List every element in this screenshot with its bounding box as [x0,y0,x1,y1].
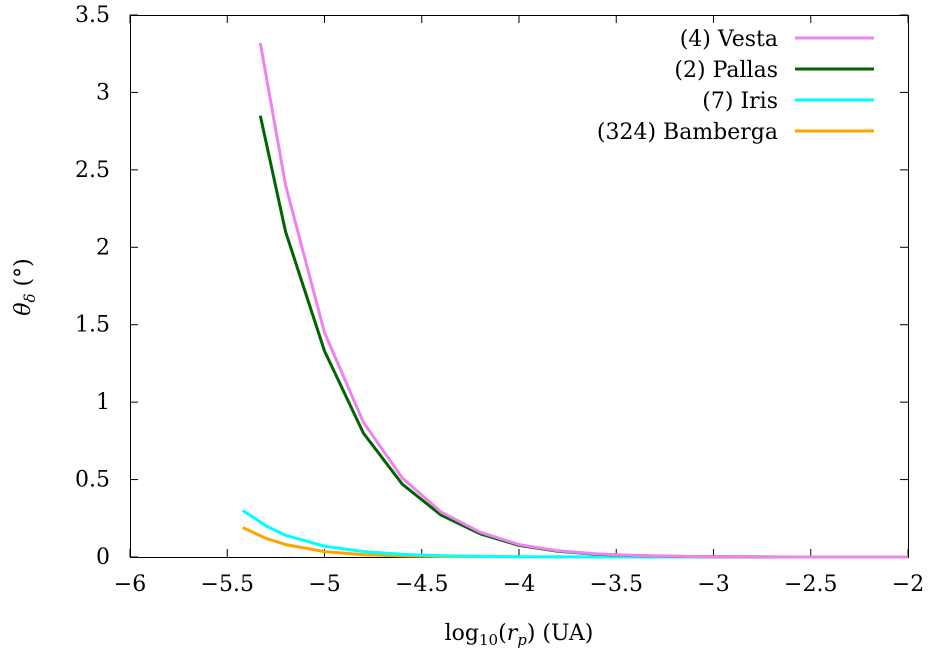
series-line--2-pallas [258,115,908,559]
y-tick-label: 2.5 [75,158,110,183]
y-tick-label: 2 [96,235,110,260]
legend-label: (4) Vesta [680,27,778,52]
x-tick-label: −5.5 [201,572,254,597]
x-tick-label: −2.5 [784,572,837,597]
x-tick-label: −4.5 [395,572,448,597]
y-tick-label: 1 [96,390,110,415]
y-tick-label: 1.5 [75,313,110,338]
legend: (4) Vesta (2) Pallas (7) Iris (324) Bamberg… [597,27,874,145]
y-axis-ticks: 0 0.5 1 1.5 2 2.5 3 3.5 [75,3,908,570]
x-tick-label: −3.5 [590,572,643,597]
legend-label: (7) Iris [702,89,778,114]
x-tick-label: −6 [114,572,146,597]
y-tick-label: 0.5 [75,468,110,493]
x-axis-ticks: −6 −5.5 −5 −4.5 −4 −3.5 −3 −2.5 −2 [114,15,924,597]
legend-label: (324) Bamberga [597,120,778,145]
y-axis-label: θδ (°) [11,258,39,315]
x-tick-label: −4 [503,572,535,597]
legend-label: (2) Pallas [674,58,778,83]
x-tick-label: −3 [697,572,729,597]
x-axis-label: log10(rp) (UA) [445,621,594,649]
x-tick-label: −2 [892,572,924,597]
plot-frame [130,15,909,558]
y-tick-label: 0 [96,545,110,570]
series-lines [241,42,908,559]
x-tick-label: −5 [308,572,340,597]
series-line--4-vesta [258,42,908,559]
series-line--7-iris [241,509,908,559]
y-tick-label: 3 [96,80,110,105]
y-tick-label: 3.5 [75,3,110,28]
